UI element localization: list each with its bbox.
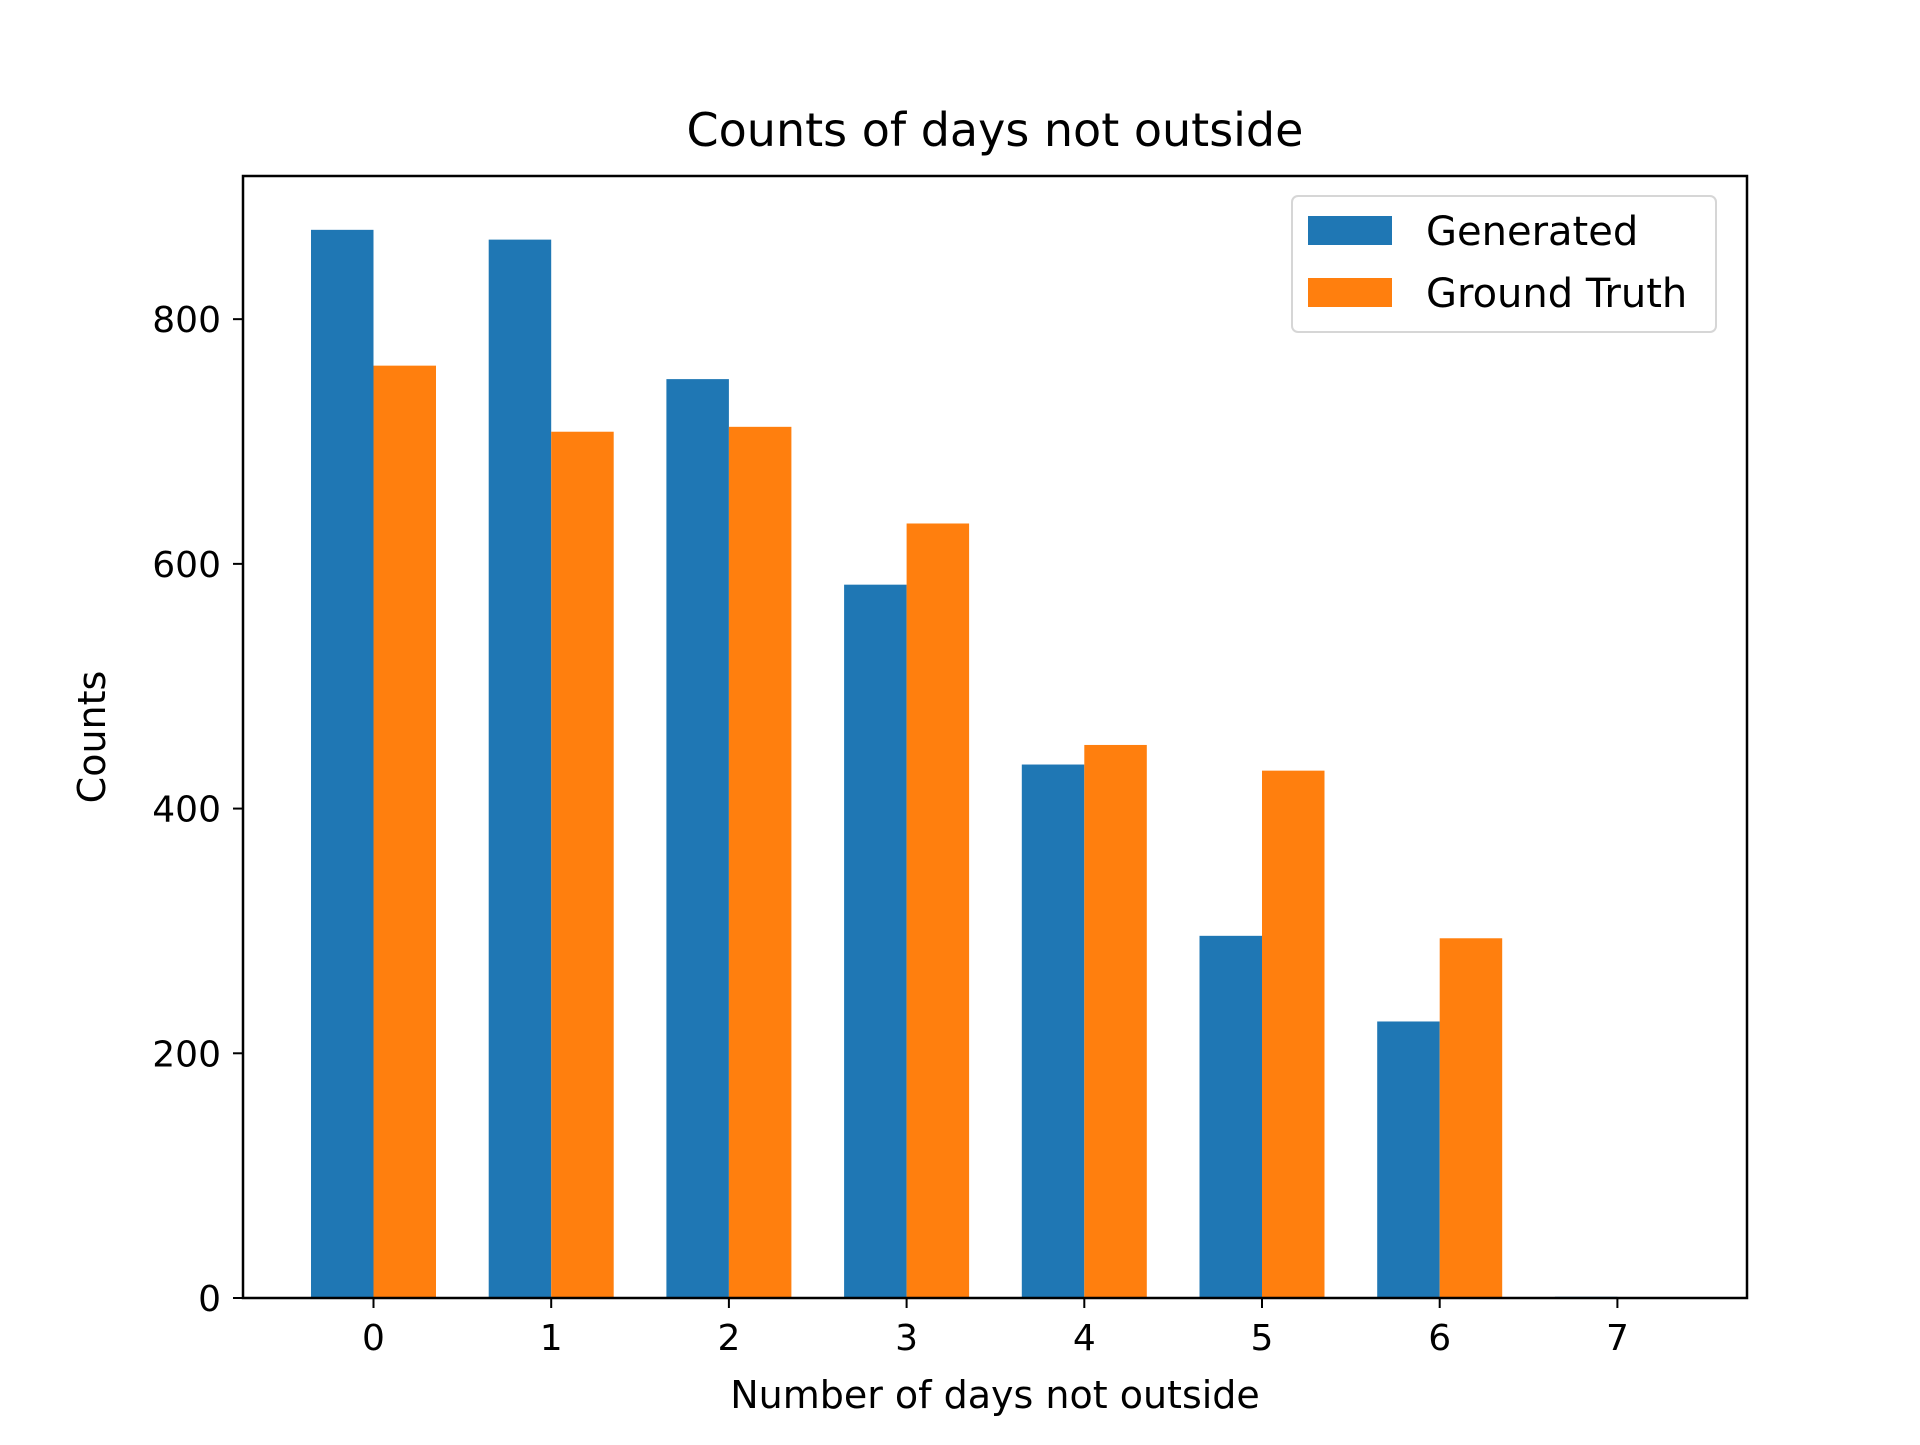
bar-ground-truth-0	[373, 365, 436, 1299]
x-tick-label: 2	[717, 1318, 740, 1359]
bar-ground-truth-1	[551, 431, 614, 1298]
bar-generated-2	[666, 379, 729, 1299]
legend-box	[1291, 195, 1717, 333]
x-tick-label: 3	[895, 1318, 918, 1359]
x-tick-label: 1	[540, 1318, 563, 1359]
legend-label: Ground Truth	[1426, 271, 1687, 317]
bar-generated-6	[1377, 1021, 1440, 1298]
chart-title: Counts of days not outside	[687, 103, 1304, 157]
y-tick-label: 800	[152, 300, 221, 341]
bar-ground-truth-6	[1439, 938, 1503, 1298]
bar-ground-truth-2	[728, 426, 792, 1298]
bar-generated-4	[1021, 764, 1085, 1298]
y-tick-label: 600	[152, 545, 221, 586]
plot-area-frame	[241, 174, 1749, 1300]
legend: Generated Ground Truth	[1291, 195, 1717, 333]
bar-ground-truth-5	[1262, 770, 1325, 1298]
x-tick-label: 7	[1606, 1318, 1629, 1359]
x-axis: 0 1 2 3 4 5 6 7	[362, 1298, 1629, 1359]
bar-generated-5	[1199, 935, 1262, 1298]
x-tick-label: 4	[1073, 1318, 1096, 1359]
legend-label: Generated	[1426, 209, 1638, 255]
bar-ground-truth-4	[1084, 744, 1147, 1298]
bar-ground-truth-3	[906, 523, 970, 1298]
x-tick-label: 6	[1428, 1318, 1451, 1359]
bar-generated-0	[311, 229, 374, 1298]
legend-swatch	[1308, 216, 1392, 245]
x-tick-label: 0	[362, 1318, 385, 1359]
x-tick-label: 5	[1251, 1318, 1274, 1359]
x-axis-label: Number of days not outside	[730, 1373, 1260, 1417]
bars-group	[311, 229, 1618, 1299]
bar-generated-3	[844, 584, 907, 1298]
y-axis: 0 200 400 600 800	[152, 300, 243, 1320]
legend-swatch	[1308, 278, 1392, 307]
y-tick-label: 0	[198, 1279, 221, 1320]
y-tick-label: 400	[152, 790, 221, 831]
y-axis-label: Counts	[70, 671, 114, 804]
bar-generated-1	[488, 239, 552, 1298]
y-tick-label: 200	[152, 1034, 221, 1075]
